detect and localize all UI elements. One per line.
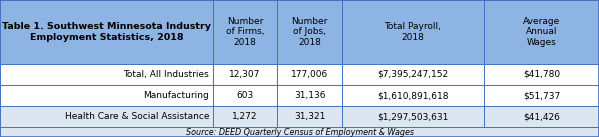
Bar: [0, 0, 213, 64]
Bar: [484, 85, 599, 106]
Text: Total Payroll,
2018: Total Payroll, 2018: [385, 22, 441, 42]
Bar: [0, 85, 213, 106]
Text: $1,610,891,618: $1,610,891,618: [377, 91, 449, 100]
Bar: [484, 64, 599, 85]
Bar: [277, 0, 342, 64]
Bar: [277, 64, 342, 85]
Text: Average
Annual
Wages: Average Annual Wages: [523, 17, 560, 47]
Bar: [213, 106, 277, 127]
Text: $1,297,503,631: $1,297,503,631: [377, 112, 449, 121]
Text: 31,321: 31,321: [294, 112, 325, 121]
Bar: [0, 64, 213, 85]
Bar: [484, 0, 599, 64]
Text: Number
of Jobs,
2018: Number of Jobs, 2018: [292, 17, 328, 47]
Text: Total, All Industries: Total, All Industries: [123, 70, 209, 79]
Text: 177,006: 177,006: [291, 70, 328, 79]
Text: $7,395,247,152: $7,395,247,152: [377, 70, 449, 79]
Bar: [277, 106, 342, 127]
Bar: [277, 85, 342, 106]
Text: Table 1. Southwest Minnesota Industry
Employment Statistics, 2018: Table 1. Southwest Minnesota Industry Em…: [2, 22, 211, 42]
Bar: [484, 106, 599, 127]
Text: 603: 603: [237, 91, 253, 100]
Text: Health Care & Social Assistance: Health Care & Social Assistance: [65, 112, 209, 121]
Bar: [342, 0, 484, 64]
Text: Source: DEED Quarterly Census of Employment & Wages: Source: DEED Quarterly Census of Employm…: [186, 128, 413, 137]
Bar: [342, 64, 484, 85]
Bar: [342, 106, 484, 127]
Text: 1,272: 1,272: [232, 112, 258, 121]
Bar: [0, 106, 213, 127]
Text: Number
of Firms,
2018: Number of Firms, 2018: [226, 17, 264, 47]
Bar: [0, 127, 599, 137]
Bar: [213, 85, 277, 106]
Text: $51,737: $51,737: [523, 91, 560, 100]
Text: 12,307: 12,307: [229, 70, 261, 79]
Text: Manufacturing: Manufacturing: [143, 91, 209, 100]
Bar: [213, 64, 277, 85]
Bar: [213, 0, 277, 64]
Bar: [342, 85, 484, 106]
Text: $41,780: $41,780: [523, 70, 560, 79]
Text: 31,136: 31,136: [294, 91, 325, 100]
Text: $41,426: $41,426: [523, 112, 560, 121]
